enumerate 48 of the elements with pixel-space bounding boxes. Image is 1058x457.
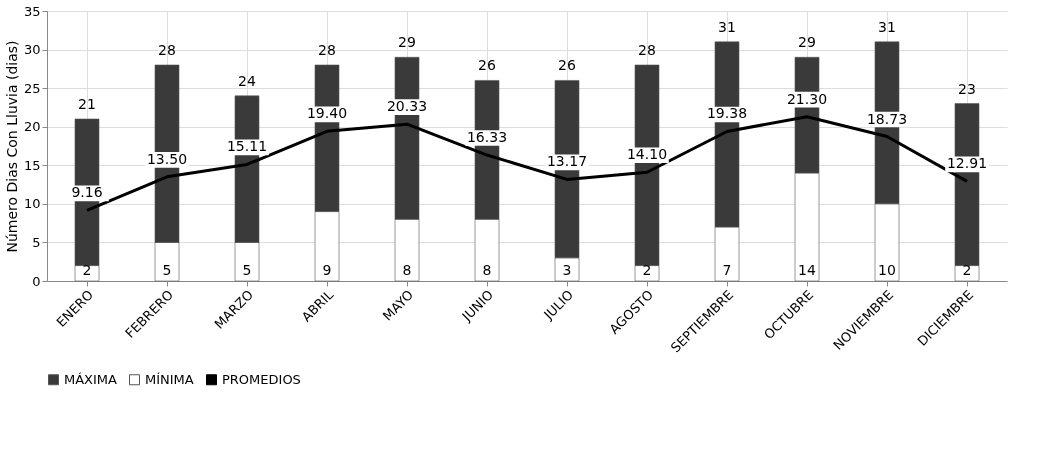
data-label: 9 [322, 262, 332, 278]
total-label: 28 [638, 42, 656, 58]
data-label: 20.33 [386, 98, 428, 115]
y-tick-label: 0 [32, 273, 41, 289]
data-label: 15.11 [226, 138, 268, 155]
data-label: 5 [242, 262, 252, 278]
data-label: 18.73 [866, 110, 908, 127]
data-label: 8 [402, 262, 412, 278]
data-label: 10 [878, 262, 896, 278]
y-tick-label: 10 [23, 196, 41, 212]
legend-label: MÍNIMA [145, 371, 194, 387]
data-label: 14 [798, 262, 816, 278]
y-axis-title: Número Dias Con Lluvia (dias) [3, 40, 20, 253]
data-label: 13.50 [146, 150, 188, 167]
total-label: 23 [958, 80, 976, 97]
data-label: 19.38 [706, 105, 748, 122]
total-label: 26 [558, 57, 576, 74]
total-label: 29 [798, 34, 816, 51]
data-label: 3 [562, 262, 572, 278]
total-label: 29 [398, 34, 416, 51]
data-label: 21.30 [786, 90, 828, 107]
legend-label: MÁXIMA [64, 371, 118, 387]
y-tick-label: 5 [32, 234, 41, 250]
total-label: 24 [238, 72, 256, 89]
y-tick-label: 30 [23, 42, 41, 58]
data-label: 13.17 [546, 153, 588, 170]
data-label: 14.10 [626, 146, 668, 163]
data-label: 2 [642, 262, 652, 278]
data-label: 2 [962, 262, 972, 278]
legend-label: PROMEDIOS [222, 371, 301, 387]
total-label: 21 [78, 96, 96, 112]
total-label: 26 [478, 57, 496, 74]
total-label: 31 [878, 18, 896, 35]
data-label: 8 [482, 262, 492, 278]
y-tick-label: 20 [23, 119, 41, 135]
data-label: 9.16 [71, 184, 103, 201]
y-tick-label: 35 [23, 3, 41, 19]
data-label: 12.91 [946, 155, 988, 172]
data-label: 19.40 [306, 105, 348, 122]
total-label: 31 [718, 18, 736, 35]
data-label: 7 [722, 262, 732, 278]
total-label: 28 [158, 42, 176, 58]
y-tick-label: 25 [23, 80, 41, 96]
data-label: 16.33 [466, 129, 508, 146]
y-tick-label: 15 [23, 157, 41, 173]
data-label: 5 [162, 262, 172, 278]
data-label: 2 [82, 262, 92, 278]
total-label: 28 [318, 42, 336, 58]
